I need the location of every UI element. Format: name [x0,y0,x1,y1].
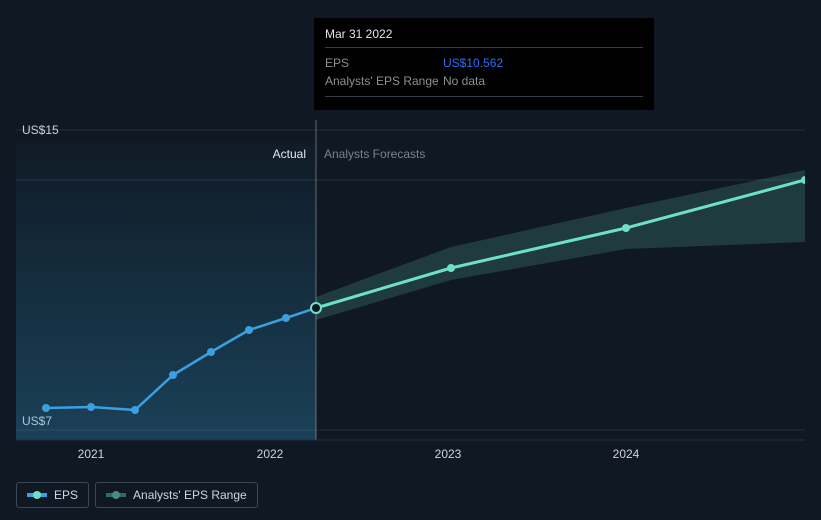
x-axis-label: 2024 [613,447,640,461]
series-point [448,265,455,272]
actual-region [16,142,316,440]
legend-item-label: Analysts' EPS Range [133,488,247,502]
legend-swatch-icon [27,490,47,500]
series-point [623,225,630,232]
series-point [208,349,215,356]
legend-item-label: EPS [54,488,78,502]
tooltip-row-value: US$10.562 [443,56,503,70]
legend-item-range[interactable]: Analysts' EPS Range [95,482,258,508]
tooltip-row: EPSUS$10.562 [325,54,643,72]
series-point [132,407,139,414]
forecast-label: Analysts Forecasts [324,147,425,161]
x-axis-label: 2022 [257,447,284,461]
legend-swatch-icon [106,490,126,500]
tooltip-row-value: No data [443,74,485,88]
tooltip-row-label: EPS [325,56,443,70]
series-point [170,372,177,379]
legend-item-eps[interactable]: EPS [16,482,89,508]
series-point [88,404,95,411]
chart-tooltip: Mar 31 2022 EPSUS$10.562Analysts' EPS Ra… [314,18,654,110]
eps-chart[interactable]: US$7US$15ActualAnalysts Forecasts2021202… [16,120,805,470]
x-axis-label: 2021 [78,447,105,461]
forecast-cone [316,170,805,320]
y-axis-label: US$15 [22,123,59,137]
series-point [43,405,50,412]
x-axis-label: 2023 [435,447,462,461]
chart-legend: EPS Analysts' EPS Range [16,482,258,508]
actual-label: Actual [273,147,306,161]
highlight-point [311,303,321,313]
tooltip-row-label: Analysts' EPS Range [325,74,443,88]
tooltip-divider [325,96,643,97]
series-point [802,177,806,184]
series-point [246,327,253,334]
series-point [283,315,290,322]
tooltip-row: Analysts' EPS RangeNo data [325,72,643,90]
tooltip-date: Mar 31 2022 [325,27,643,48]
